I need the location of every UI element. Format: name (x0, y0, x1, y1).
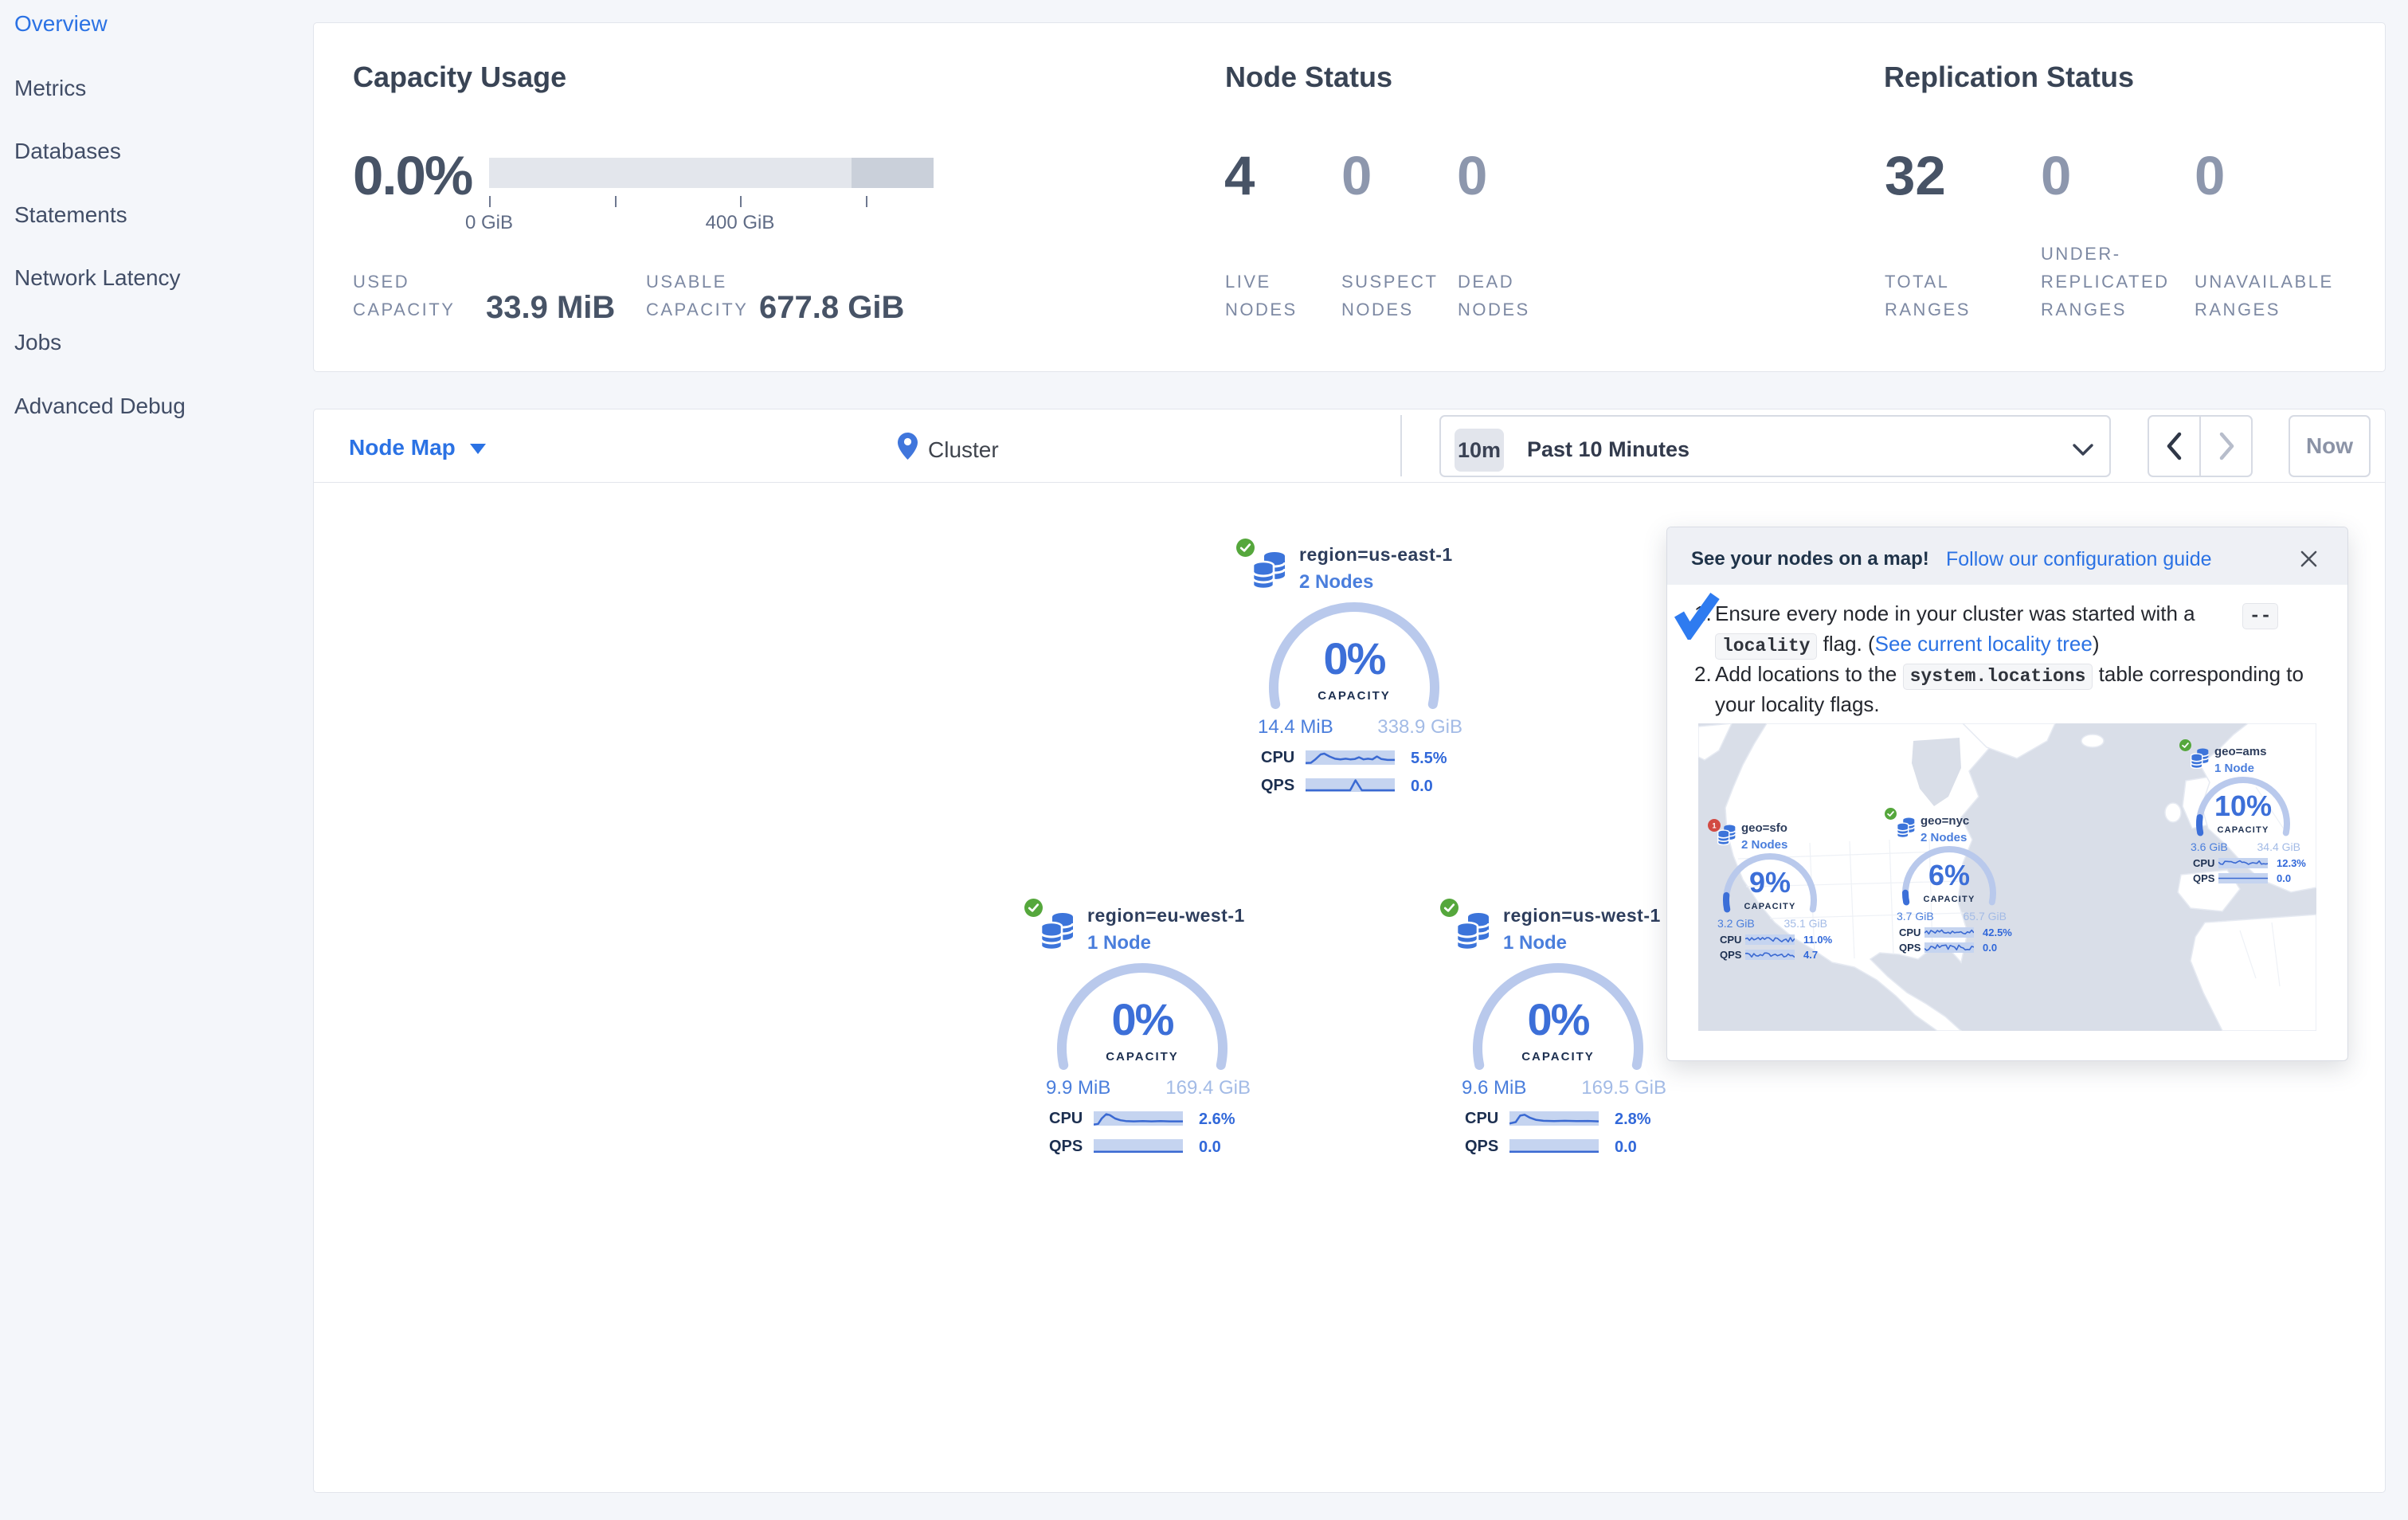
svg-text:1: 1 (1712, 821, 1716, 829)
